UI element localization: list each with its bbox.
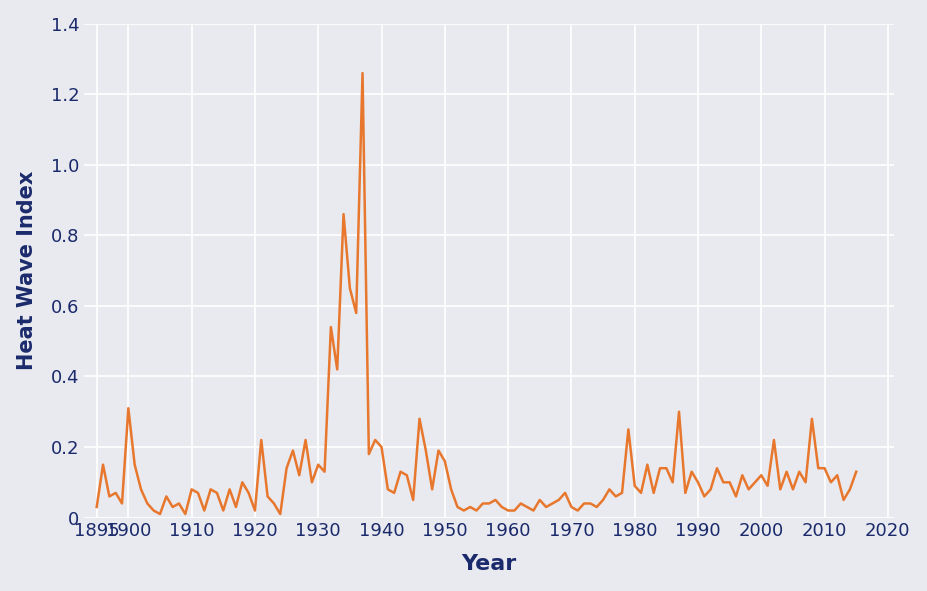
X-axis label: Year: Year xyxy=(461,554,516,574)
Y-axis label: Heat Wave Index: Heat Wave Index xyxy=(17,171,37,371)
